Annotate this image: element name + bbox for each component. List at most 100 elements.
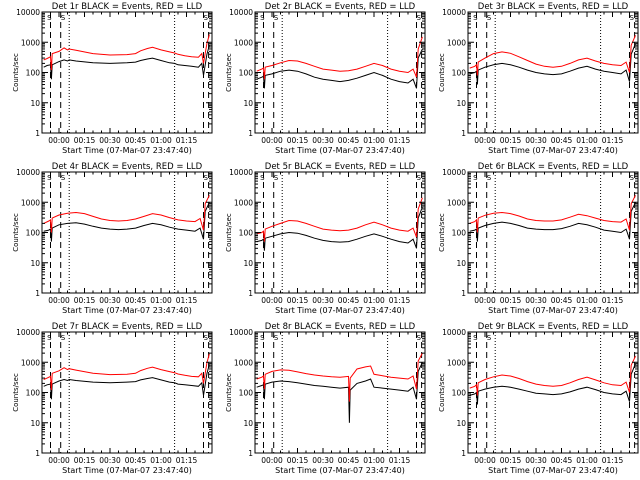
flag-marker: S [473, 334, 478, 342]
x-tick-label: 00:00 [48, 136, 70, 145]
x-tick-label: 01:15 [389, 296, 411, 305]
y-tick-label: 10000 [229, 168, 253, 177]
series-line-lld [43, 195, 210, 233]
y-tick-label: 1 [461, 289, 466, 298]
x-tick-label: 00:30 [312, 456, 334, 465]
flag-marker: S [630, 14, 635, 22]
x-tick-label: 01:00 [576, 296, 598, 305]
x-tick-label: 01:00 [363, 136, 385, 145]
y-tick-label: 100 [452, 69, 467, 78]
y-tick-label: 1 [248, 289, 253, 298]
series-line-lld [469, 35, 636, 76]
x-tick-label: 00:30 [312, 296, 334, 305]
x-tick-label: 00:45 [551, 136, 573, 145]
x-tick-label: 00:15 [500, 456, 522, 465]
x-tick-label: 01:15 [176, 296, 198, 305]
y-tick-label: 100 [26, 229, 41, 238]
series-line-events [43, 45, 210, 80]
series-line-lld [43, 34, 210, 71]
flag-marker: S [487, 14, 492, 22]
panel-title: Det 5r BLACK = Events, RED = LLD [265, 162, 416, 172]
y-tick-label: 100 [239, 229, 254, 238]
y-tick-label: 1 [248, 129, 253, 138]
series-line-events [43, 202, 210, 242]
x-tick-label: 00:15 [74, 456, 96, 465]
x-tick-label: 00:30 [99, 296, 121, 305]
x-tick-label: 00:30 [525, 296, 547, 305]
panel-title: Det 3r BLACK = Events, RED = LLD [478, 2, 629, 12]
y-tick-label: 1000 [21, 198, 40, 207]
y-tick-label: 1000 [21, 358, 40, 367]
x-tick-label: 01:15 [389, 456, 411, 465]
x-tick-label: 01:00 [363, 456, 385, 465]
x-tick-label: 00:45 [338, 136, 360, 145]
x-tick-label: 00:00 [48, 296, 70, 305]
flag-marker: S [487, 174, 492, 182]
x-tick-label: 01:00 [150, 136, 172, 145]
x-tick-label: 01:15 [602, 136, 624, 145]
panel-title: Det 4r BLACK = Events, RED = LLD [52, 162, 203, 172]
x-tick-label: 00:45 [338, 456, 360, 465]
series-line-lld [256, 352, 423, 402]
x-tick-label: 01:15 [602, 296, 624, 305]
y-tick-label: 1 [461, 129, 466, 138]
y-tick-label: 10 [456, 99, 466, 108]
x-tick-label: 01:15 [602, 456, 624, 465]
y-tick-label: 1 [248, 449, 253, 458]
x-tick-label: 00:15 [287, 136, 309, 145]
x-axis-label: Start Time (07-Mar-07 23:47:40) [275, 306, 405, 315]
plot-frame [254, 171, 426, 294]
series-line-lld [469, 195, 636, 233]
y-tick-label: 10 [30, 99, 40, 108]
x-tick-label: 00:00 [474, 296, 496, 305]
series-line-lld [256, 36, 423, 80]
x-tick-label: 01:00 [576, 456, 598, 465]
plot-frame [41, 11, 213, 134]
x-tick-label: 00:00 [261, 296, 283, 305]
flag-marker: S [47, 174, 52, 182]
x-tick-label: 00:45 [125, 136, 147, 145]
flag-marker: S [630, 174, 635, 182]
x-tick-label: 00:15 [74, 296, 96, 305]
flag-marker: S [204, 14, 209, 22]
y-tick-label: 10000 [442, 8, 466, 17]
y-axis-label: Counts/sec [438, 53, 446, 92]
y-tick-label: 1 [461, 449, 466, 458]
plot-frame [467, 171, 639, 294]
x-tick-label: 01:00 [576, 136, 598, 145]
plot-frame [41, 171, 213, 294]
x-tick-label: 00:45 [551, 456, 573, 465]
x-tick-label: 00:30 [525, 456, 547, 465]
flag-marker: S [274, 334, 279, 342]
y-tick-label: 1000 [234, 358, 253, 367]
x-tick-label: 00:15 [500, 136, 522, 145]
y-tick-label: 1 [35, 129, 40, 138]
x-tick-label: 00:15 [500, 296, 522, 305]
flag-marker: S [204, 174, 209, 182]
panel-title: Det 8r BLACK = Events, RED = LLD [265, 322, 416, 332]
x-tick-label: 00:00 [474, 136, 496, 145]
x-tick-label: 00:00 [261, 456, 283, 465]
x-tick-label: 00:00 [261, 136, 283, 145]
x-tick-label: 00:15 [287, 296, 309, 305]
x-axis-label: Start Time (07-Mar-07 23:47:40) [488, 146, 618, 155]
flag-marker: S [47, 334, 52, 342]
y-axis-label: Counts/sec [225, 373, 233, 412]
y-tick-label: 100 [452, 389, 467, 398]
flag-marker: S [61, 334, 66, 342]
series-line-lld [256, 197, 423, 242]
plot-frame [41, 331, 213, 454]
y-tick-label: 10000 [16, 328, 40, 337]
flag-marker: S [417, 14, 422, 22]
flag-marker: S [204, 334, 209, 342]
panel-title: Det 6r BLACK = Events, RED = LLD [478, 162, 629, 172]
x-tick-label: 01:00 [150, 456, 172, 465]
panel-title: Det 9r BLACK = Events, RED = LLD [478, 322, 629, 332]
y-tick-label: 1000 [234, 198, 253, 207]
x-tick-label: 01:00 [150, 296, 172, 305]
